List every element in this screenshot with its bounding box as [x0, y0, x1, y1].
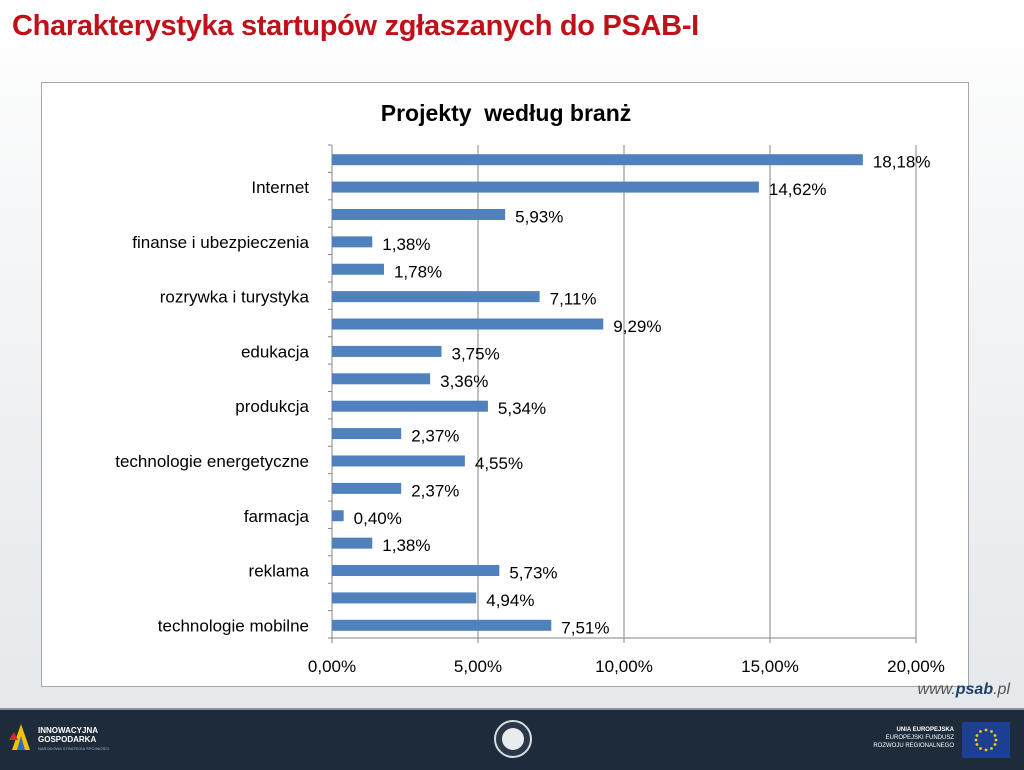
data-label: 9,29%: [613, 317, 661, 336]
category-label: technologie energetyczne: [115, 452, 309, 471]
bar: [332, 181, 759, 193]
bar: [332, 208, 506, 220]
x-tick-label: 20,00%: [887, 657, 945, 676]
data-label: 3,75%: [452, 344, 500, 363]
category-label: technologie mobilne: [158, 616, 309, 635]
bar: [332, 400, 488, 412]
category-label: farmacja: [244, 507, 310, 526]
data-label: 5,73%: [509, 564, 557, 583]
gridlines: [328, 144, 917, 643]
bar: [332, 345, 442, 357]
eu-line2: EUROPEJSKI FUNDUSZ: [885, 735, 954, 741]
x-tick-label: 0,00%: [308, 657, 356, 676]
bar-chart: Projekty według branż 18,18%14,62%5,93%1…: [115, 100, 945, 676]
data-label: 5,93%: [515, 207, 563, 226]
data-label: 0,40%: [354, 509, 402, 528]
bar: [332, 291, 540, 303]
category-label: produkcja: [235, 397, 309, 416]
innowacyjna-gospodarka-logo: INNOWACYJNA GOSPODARKA NARODOWA STRATEGIA…: [8, 720, 158, 760]
category-label: Internet: [251, 178, 309, 197]
data-label: 4,94%: [486, 591, 534, 610]
data-label: 4,55%: [475, 454, 523, 473]
bar: [332, 537, 373, 549]
bar: [332, 428, 402, 440]
bar: [332, 565, 500, 577]
data-label: 1,78%: [394, 262, 442, 281]
data-labels: 18,18% 14,62% 5,93% 1,38% 1,78% 7,11% 9,29% 3,7…: [354, 153, 931, 638]
eu-flag-icon: [962, 722, 1010, 758]
bar: [332, 592, 477, 604]
data-label: 7,11%: [550, 290, 597, 309]
bar: [332, 236, 373, 248]
data-label: 5,34%: [498, 399, 546, 418]
bar: [332, 154, 863, 166]
data-label: 2,37%: [411, 481, 459, 500]
logo-line2: GOSPODARKA: [38, 735, 97, 744]
category-label: edukacja: [241, 342, 310, 361]
data-label: 7,51%: [561, 618, 609, 637]
bar: [332, 373, 431, 385]
chart-title: Projekty według branż: [381, 100, 632, 126]
data-label: 1,38%: [382, 536, 430, 555]
bar: [332, 510, 344, 522]
flag-icon: [9, 724, 30, 750]
website-url[interactable]: www.psab.pl: [917, 681, 1010, 698]
x-tick-label: 15,00%: [741, 657, 799, 676]
bar: [332, 318, 604, 330]
eu-logo: UNIA EUROPEJSKA EUROPEJSKI FUNDUSZ ROZWO…: [866, 720, 1016, 760]
data-label: 14,62%: [769, 180, 827, 199]
bar: [332, 619, 552, 631]
slide-title: Charakterystyka startupów zgłaszanych do…: [12, 10, 699, 42]
data-label: 3,36%: [440, 372, 488, 391]
category-label: rozrywka i turystyka: [160, 288, 310, 307]
data-label: 1,38%: [382, 235, 430, 254]
category-labels: Internet finanse i ubezpieczenia rozrywka …: [115, 178, 309, 635]
bar: [332, 455, 465, 467]
x-tick-label: 5,00%: [454, 657, 502, 676]
logo-subtext: NARODOWA STRATEGIA SPÓJNOŚCI: [38, 746, 110, 751]
psab-seal-icon: [494, 720, 532, 758]
x-axis-ticks: 0,00% 5,00% 10,00% 15,00% 20,00%: [308, 657, 945, 676]
logo-line1: INNOWACYJNA: [38, 726, 99, 735]
eu-line3: ROZWOJU REGIONALNEGO: [873, 743, 954, 749]
category-label: finanse i ubezpieczenia: [132, 233, 309, 252]
data-label: 2,37%: [411, 427, 459, 446]
bars: [332, 154, 863, 631]
data-label: 18,18%: [873, 153, 931, 172]
bar: [332, 482, 402, 494]
chart-container: Projekty według branż 18,18% 14,62% 5,93% 1…: [41, 82, 969, 687]
x-tick-label: 10,00%: [595, 657, 653, 676]
footer-bar: INNOWACYJNA GOSPODARKA NARODOWA STRATEGIA…: [0, 708, 1024, 770]
bar: [332, 263, 384, 275]
eu-line1: UNIA EUROPEJSKA: [896, 727, 954, 733]
category-label: reklama: [249, 562, 310, 581]
